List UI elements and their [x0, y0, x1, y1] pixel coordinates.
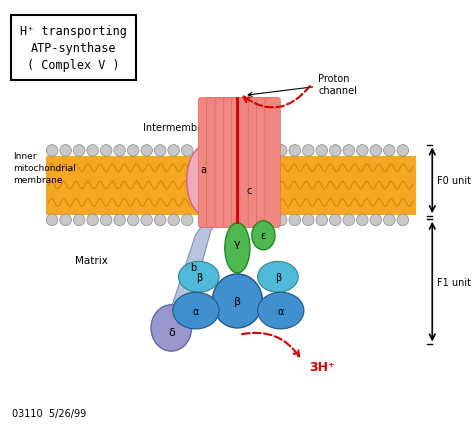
Text: ( Complex V ): ( Complex V ): [27, 59, 119, 72]
FancyBboxPatch shape: [215, 98, 230, 228]
Circle shape: [155, 214, 166, 226]
FancyBboxPatch shape: [232, 98, 247, 228]
Ellipse shape: [179, 262, 219, 293]
Text: Inner
mitochondrial
membrane: Inner mitochondrial membrane: [13, 152, 76, 184]
Circle shape: [302, 214, 314, 226]
FancyBboxPatch shape: [256, 98, 272, 228]
Circle shape: [73, 145, 85, 157]
Polygon shape: [164, 212, 220, 330]
Text: ATP-synthase: ATP-synthase: [31, 42, 116, 55]
Text: a: a: [200, 164, 206, 174]
Text: α: α: [278, 306, 284, 316]
Ellipse shape: [187, 146, 223, 216]
Ellipse shape: [258, 293, 304, 329]
Text: Proton
channel: Proton channel: [248, 74, 357, 97]
FancyBboxPatch shape: [223, 98, 239, 228]
Circle shape: [87, 214, 99, 226]
Circle shape: [168, 214, 180, 226]
Circle shape: [356, 145, 368, 157]
Text: γ: γ: [234, 239, 241, 248]
Circle shape: [87, 145, 99, 157]
Ellipse shape: [212, 274, 263, 328]
Circle shape: [289, 214, 301, 226]
Circle shape: [73, 214, 85, 226]
Ellipse shape: [173, 293, 219, 329]
Circle shape: [114, 145, 126, 157]
Ellipse shape: [225, 223, 250, 273]
Text: 3H⁺: 3H⁺: [309, 360, 334, 373]
Circle shape: [329, 214, 341, 226]
Circle shape: [302, 145, 314, 157]
Circle shape: [383, 145, 395, 157]
Circle shape: [141, 214, 153, 226]
Circle shape: [370, 214, 382, 226]
Text: c: c: [246, 186, 252, 195]
Text: F0 unit: F0 unit: [437, 176, 471, 186]
Text: 03110  5/26/99: 03110 5/26/99: [11, 408, 86, 418]
FancyBboxPatch shape: [198, 98, 214, 228]
Circle shape: [46, 214, 58, 226]
Text: F1 unit: F1 unit: [437, 277, 471, 287]
Circle shape: [100, 145, 112, 157]
Circle shape: [397, 214, 409, 226]
Text: Intermembrane space: Intermembrane space: [143, 123, 251, 133]
Circle shape: [128, 214, 139, 226]
Text: β: β: [275, 272, 281, 282]
Text: α: α: [193, 306, 199, 316]
Circle shape: [114, 214, 126, 226]
Circle shape: [316, 145, 328, 157]
Text: β: β: [234, 296, 241, 306]
Circle shape: [329, 145, 341, 157]
Circle shape: [182, 214, 193, 226]
Circle shape: [289, 145, 301, 157]
Text: ε: ε: [261, 231, 266, 241]
Circle shape: [316, 214, 328, 226]
Text: H⁺ transporting: H⁺ transporting: [20, 25, 127, 38]
Circle shape: [275, 145, 287, 157]
Circle shape: [46, 145, 58, 157]
Ellipse shape: [258, 262, 298, 293]
Text: δ: δ: [168, 327, 174, 337]
Circle shape: [397, 145, 409, 157]
FancyBboxPatch shape: [10, 16, 136, 81]
Text: Matrix: Matrix: [75, 256, 108, 266]
Circle shape: [60, 214, 72, 226]
Circle shape: [343, 214, 355, 226]
FancyBboxPatch shape: [248, 98, 264, 228]
Circle shape: [383, 214, 395, 226]
Ellipse shape: [252, 221, 275, 250]
Circle shape: [182, 145, 193, 157]
Circle shape: [370, 145, 382, 157]
Ellipse shape: [151, 305, 191, 351]
Circle shape: [155, 145, 166, 157]
Circle shape: [356, 214, 368, 226]
FancyBboxPatch shape: [200, 101, 278, 225]
Circle shape: [60, 145, 72, 157]
Bar: [46, 157, 415, 214]
Circle shape: [128, 145, 139, 157]
Circle shape: [343, 145, 355, 157]
Circle shape: [168, 145, 180, 157]
Circle shape: [141, 145, 153, 157]
Circle shape: [100, 214, 112, 226]
FancyBboxPatch shape: [240, 98, 255, 228]
FancyBboxPatch shape: [207, 98, 222, 228]
FancyBboxPatch shape: [265, 98, 280, 228]
Circle shape: [275, 214, 287, 226]
Text: b: b: [191, 263, 197, 273]
Text: β: β: [196, 272, 202, 282]
